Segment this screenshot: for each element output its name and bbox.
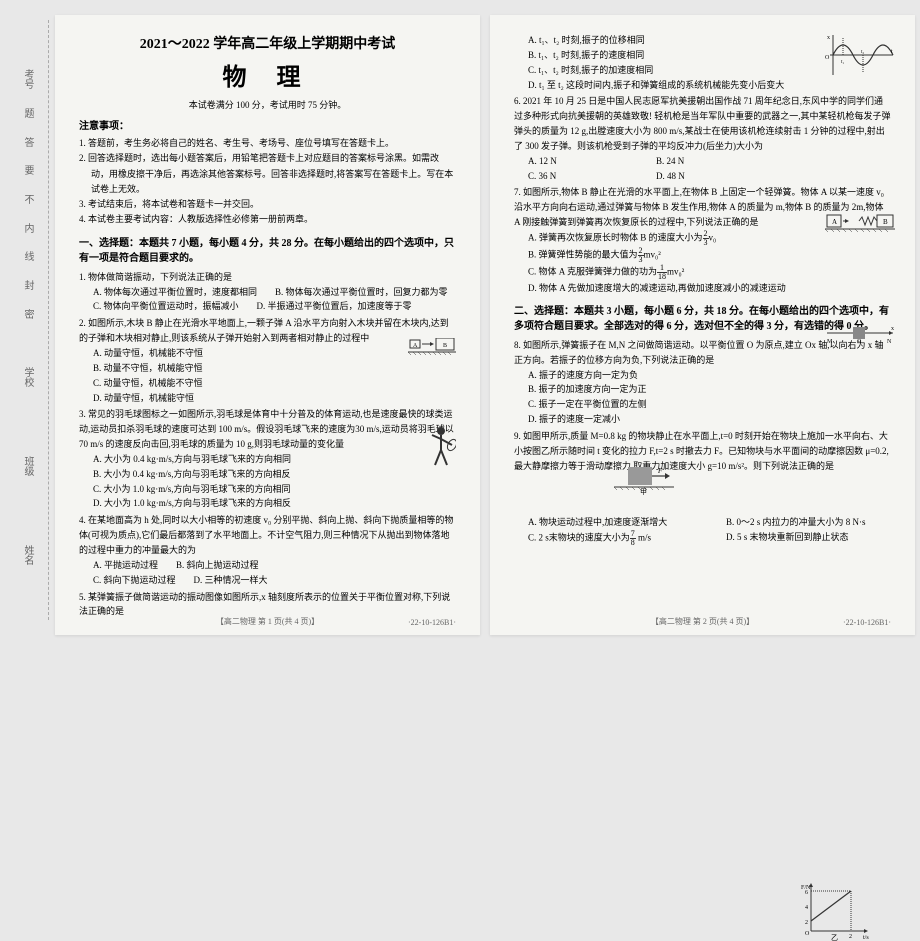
q3-opt-c: C. 大小为 1.0 kg·m/s,方向与羽毛球飞来的方向相同 [93,482,456,497]
q4-opt-c: C. 斜向下抛运动过程 [93,573,176,588]
q1-opt-d: D. 半振通过平衡位置后，加速度等于零 [257,299,412,314]
q5-wave-figure-icon: t x O t₁ t₂ [825,33,895,78]
svg-text:6: 6 [805,890,808,896]
svg-text:t₁: t₁ [841,60,844,65]
q4-opt-b: B. 斜向上抛运动过程 [176,558,259,573]
q5-opt-d: D. t₁ 至 t₂ 这段时间内,振子和弹簧组成的系统机械能先变小后变大 [528,78,891,93]
question-4: 4. 在某地面高为 h 处,同时以大小相等的初速度 v₀ 分别平抛、斜向上抛、斜… [79,513,456,587]
q4-opt-a: A. 平抛运动过程 [93,558,158,573]
exam-year-title: 2021～2022 学年高二年级上学期期中考试 [79,33,456,53]
svg-text:x: x [891,326,894,332]
question-8: 8. 如图所示,弹簧振子在 M,N 之间做简谐运动。以平衡位置 O 为原点,建立… [514,338,891,427]
q3-badminton-icon [426,425,456,470]
q8-opt-b: B. 振子的加速度方向一定为正 [528,382,891,397]
exam-subtitle: 本试卷满分 100 分，考试用时 75 分钟。 [79,98,456,111]
q3-opt-d: D. 大小为 1.0 kg·m/s,方向与羽毛球飞来的方向相反 [93,496,456,511]
svg-text:甲: 甲 [640,488,647,495]
q1-opt-a: A. 物体每次通过平衡位置时，速度都相同 [93,285,257,300]
q7-opt-a: A. 弹簧再次恢复原长时物体 B 的速度大小为23v₀ [528,230,891,247]
notice-item: 1. 答题前，考生务必将自己的姓名、考生号、考场号、座位号填写在答题卡上。 [91,136,456,151]
svg-text:乙: 乙 [831,934,838,941]
question-3: 3. 常见的羽毛球图标之一如图所示,羽毛球是体育中十分普及的体育运动,也是速度最… [79,407,456,511]
exam-subject: 物 理 [79,57,456,92]
q6-opt-c: C. 36 N [528,169,638,184]
q2-figure-icon: A B [408,338,456,356]
svg-text:2: 2 [805,920,808,926]
exam-page-2: t x O t₁ t₂ A. t₁、t₂ 时刻,振子的位移相同 B. t₁、t₂… [490,15,915,635]
notice-item: 3. 考试结束后，将本试卷和答题卡一并交回。 [91,197,456,212]
q8-opt-d: D. 振子的速度一定减小 [528,412,891,427]
notice-item: 4. 本试卷主要考试内容：人教版选择性必修第一册前两章。 [91,212,456,227]
q7-opt-b: B. 弹簧弹性势能的最大值为23mv₀² [528,247,891,264]
svg-text:x: x [827,35,830,41]
svg-text:t₂: t₂ [861,50,864,55]
exam-page-1: 2021～2022 学年高二年级上学期期中考试 物 理 本试卷满分 100 分，… [55,15,480,635]
svg-text:O: O [805,931,810,937]
svg-text:B: B [443,343,447,349]
svg-text:A: A [413,343,418,349]
notice-item: 2. 回答选择题时，选出每小题答案后，用铅笔把答题卡上对应题目的答案标号涂黑。如… [91,151,456,197]
q3-opt-b: B. 大小为 0.4 kg·m/s,方向与羽毛球飞来的方向相反 [93,467,456,482]
q9-opt-c: C. 2 s末物块的速度大小为78 m/s [528,530,708,547]
svg-text:F: F [657,467,663,475]
q2-opt-d: D. 动量守恒，机械能守恒 [93,391,456,406]
q9-graph-figure-icon: F/N t/s O 2 6 4 2 乙 [801,881,871,941]
q2-opt-a: A. 动量守恒，机械能不守恒 [93,346,456,361]
q7-opt-d: D. 物体 A 先做加速度增大的减速运动,再做加速度减小的减速运动 [528,281,891,296]
notice-title: 注意事项： [79,117,456,132]
q3-opt-a: A. 大小为 0.4 kg·m/s,方向与羽毛球飞来的方向相同 [93,452,456,467]
q9-block-figure-icon: F 甲 [614,461,674,495]
q4-opt-d: D. 三种情况一样大 [194,573,268,588]
exam-header: 2021～2022 学年高二年级上学期期中考试 物 理 本试卷满分 100 分，… [79,33,456,111]
question-6: 6. 2021 年 10 月 25 日是中国人民志愿军抗美援朝出国作战 71 周… [514,94,891,183]
q9-opt-b: B. 0～2 s 内拉力的冲量大小为 8 N·s [726,515,866,530]
question-9: 9. 如图甲所示,质量 M=0.8 kg 的物块静止在水平面上,t=0 时刻开始… [514,429,891,547]
q6-opt-d: D. 48 N [656,169,685,184]
section1-title: 一、选择题：本题共 7 小题，每小题 4 分，共 28 分。在每小题给出的四个选… [79,236,456,266]
question-7: 7. 如图所示,物体 B 静止在光滑的水平面上,在物体 B 上固定一个轻弹簧。物… [514,185,891,295]
q6-opt-b: B. 24 N [656,154,684,169]
q2-opt-c: C. 动量守恒，机械能不守恒 [93,376,456,391]
q7-opt-c: C. 物体 A 克服弹簧弹力做的功为118mv₀² [528,264,891,281]
question-1: 1. 物体做简谐振动，下列说法正确的是 A. 物体每次通过平衡位置时，速度都相同… [79,270,456,315]
svg-text:2: 2 [849,934,852,940]
svg-text:4: 4 [805,905,808,911]
q8-opt-c: C. 振子一定在平衡位置的左侧 [528,397,891,412]
q1-opt-c: C. 物体向平衡位置运动时，振幅减小 [93,299,239,314]
svg-text:O: O [825,55,830,61]
svg-text:t/s: t/s [863,935,869,941]
q9-opt-d: D. 5 s 末物块重新回到静止状态 [726,530,849,547]
fold-line [48,20,49,620]
question-5: 5. 某弹簧振子做简谐运动的振动图像如图所示,x 轴刻度所表示的位置关于平衡位置… [79,590,456,620]
q8-opt-a: A. 振子的速度方向一定为负 [528,368,891,383]
exam-binding-labels: 考号 题 答 要 不 内 线 封 密 学校 班级 姓名 [20,60,35,600]
q2-opt-b: B. 动量不守恒，机械能守恒 [93,361,456,376]
q9-opt-a: A. 物块运动过程中,加速度逐渐增大 [528,515,708,530]
question-2: 2. 如图所示,木块 B 静止在光滑水平地面上,一颗子弹 A 沿水平方向射入木块… [79,316,456,405]
q1-opt-b: B. 物体每次通过平衡位置时，回复力都为零 [275,285,448,300]
exam-code: ·22-10-126B1· [843,618,891,627]
exam-code: ·22-10-126B1· [408,618,456,627]
q6-opt-a: A. 12 N [528,154,638,169]
